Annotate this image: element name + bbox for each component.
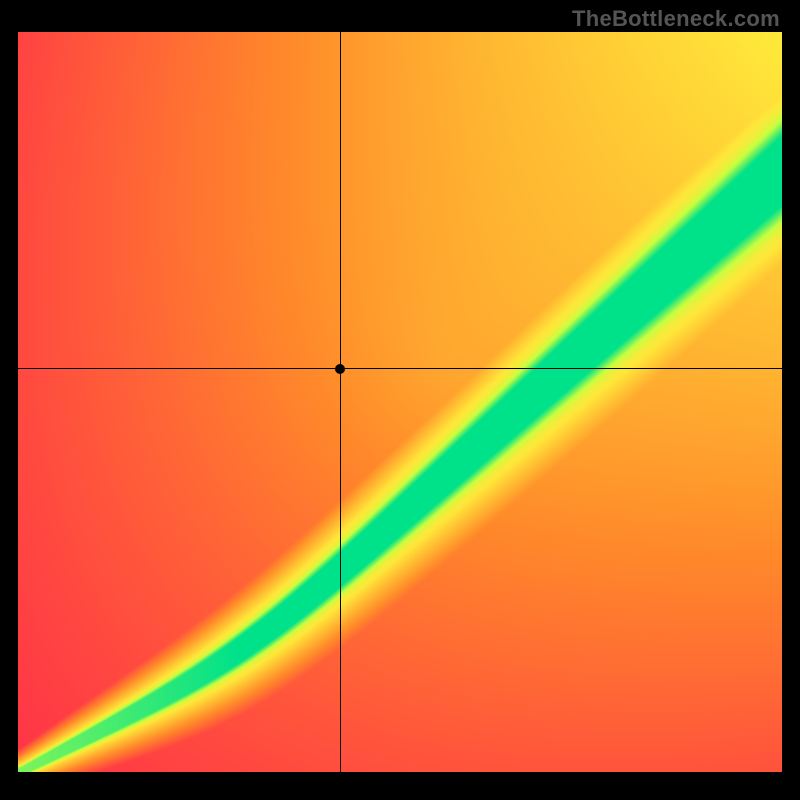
plot-area <box>18 32 782 772</box>
crosshair-vertical <box>340 32 341 772</box>
watermark-text: TheBottleneck.com <box>572 6 780 32</box>
chart-container: TheBottleneck.com <box>0 0 800 800</box>
heatmap-canvas <box>18 32 782 772</box>
crosshair-horizontal <box>18 368 782 369</box>
crosshair-marker <box>335 364 345 374</box>
